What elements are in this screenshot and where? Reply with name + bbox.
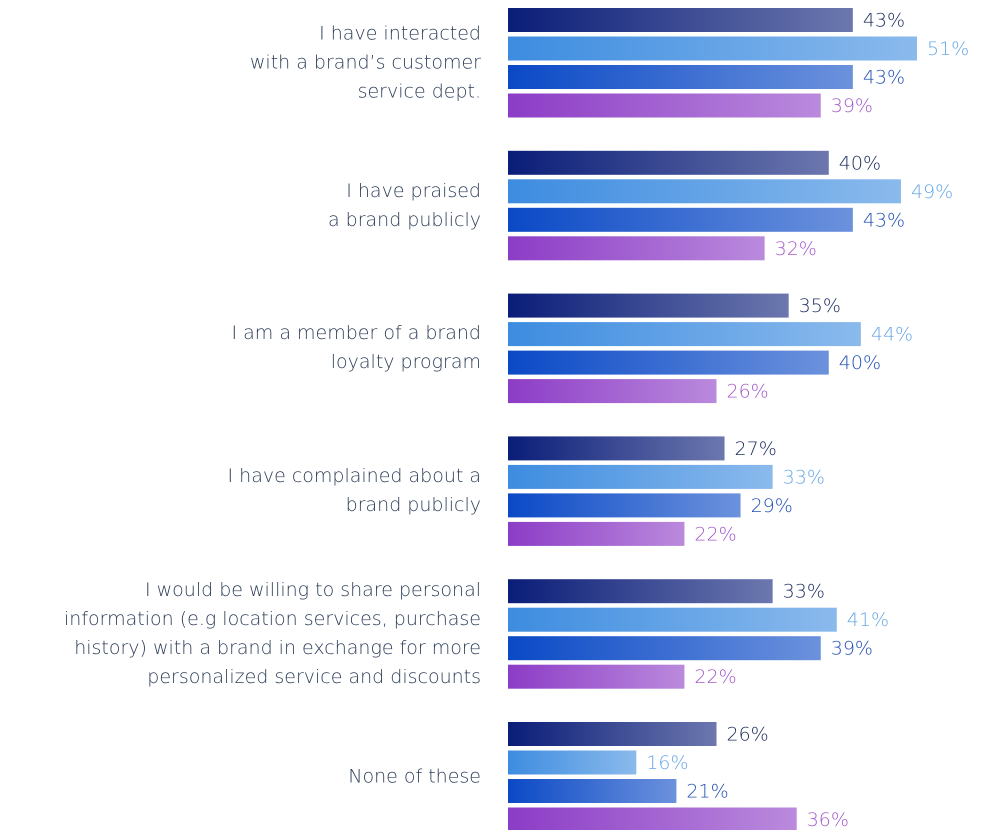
bar	[508, 722, 717, 746]
value-label: 22%	[694, 523, 736, 545]
value-label: 40%	[839, 152, 881, 174]
value-label: 22%	[694, 666, 736, 688]
bar	[508, 93, 821, 118]
bar	[508, 493, 741, 518]
bar	[508, 579, 773, 604]
value-label: 51%	[927, 38, 969, 60]
value-label: 43%	[863, 209, 905, 231]
bar	[508, 464, 773, 489]
category-label: I am a member of a brand loyalty program	[231, 322, 481, 374]
value-label: 27%	[735, 438, 777, 460]
bar	[508, 65, 853, 89]
value-label: 36%	[807, 809, 849, 830]
bar	[508, 607, 837, 632]
category-label: None of these	[348, 765, 481, 788]
bar	[508, 521, 685, 546]
bar	[508, 150, 829, 175]
value-label: 49%	[911, 181, 953, 203]
bar	[508, 179, 901, 204]
value-label: 39%	[831, 95, 873, 117]
bar	[508, 664, 685, 689]
category-label: I have complained about a brand publicly	[227, 465, 481, 517]
bar	[508, 322, 861, 347]
bar	[508, 779, 677, 803]
value-label: 39%	[831, 638, 873, 660]
value-label: 33%	[783, 581, 825, 603]
value-label: 35%	[799, 295, 841, 317]
value-label: 40%	[839, 352, 881, 374]
value-label: 43%	[863, 10, 905, 32]
category-label: I have interacted with a brand’s custome…	[249, 22, 481, 103]
category-label: I have praised a brand publicly	[327, 179, 481, 231]
bar	[508, 350, 829, 375]
bar	[508, 36, 917, 61]
value-label: 29%	[751, 495, 793, 517]
value-label: 32%	[775, 238, 817, 260]
value-label: 43%	[863, 67, 905, 89]
value-label: 33%	[783, 466, 825, 488]
value-label: 16%	[646, 752, 688, 774]
value-label: 21%	[686, 781, 728, 803]
bar	[508, 236, 765, 261]
value-label: 44%	[871, 324, 913, 346]
value-label: 41%	[847, 609, 889, 631]
category-label: I would be willing to share personal inf…	[64, 578, 481, 688]
bar	[508, 636, 821, 661]
bar	[508, 436, 725, 461]
value-label: 26%	[727, 381, 769, 403]
bar	[508, 8, 853, 32]
bar	[508, 379, 717, 404]
bar	[508, 207, 853, 232]
bar	[508, 293, 789, 318]
bar	[508, 750, 637, 775]
value-label: 26%	[727, 724, 769, 746]
bar	[508, 807, 797, 830]
